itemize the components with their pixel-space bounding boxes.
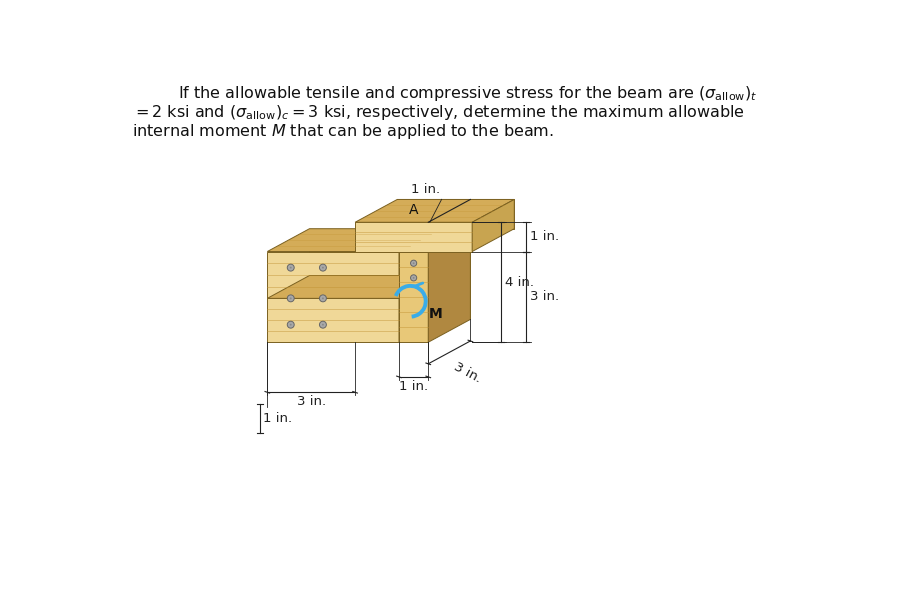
Circle shape (320, 295, 326, 302)
Text: 3 in.: 3 in. (452, 360, 484, 385)
Text: 1 in.: 1 in. (399, 380, 428, 393)
Polygon shape (399, 275, 441, 342)
Circle shape (289, 267, 291, 269)
Text: 4 in.: 4 in. (505, 276, 534, 288)
Circle shape (320, 321, 326, 328)
Circle shape (413, 277, 415, 279)
Circle shape (288, 295, 294, 302)
Circle shape (322, 267, 324, 269)
Polygon shape (399, 229, 470, 252)
Circle shape (289, 297, 291, 299)
Polygon shape (399, 229, 441, 298)
Text: 1 in.: 1 in. (530, 230, 559, 243)
Polygon shape (472, 200, 514, 252)
Text: internal moment $M$ that can be applied to the beam.: internal moment $M$ that can be applied … (131, 122, 553, 141)
Text: 1 in.: 1 in. (264, 412, 292, 425)
Text: 3 in.: 3 in. (530, 290, 559, 304)
Circle shape (413, 262, 415, 264)
Circle shape (320, 264, 326, 271)
Circle shape (288, 321, 294, 328)
Polygon shape (268, 252, 399, 298)
Circle shape (289, 324, 291, 326)
Polygon shape (310, 275, 441, 319)
Polygon shape (310, 229, 441, 275)
Text: 3 in.: 3 in. (297, 395, 326, 408)
Polygon shape (441, 229, 470, 319)
Polygon shape (397, 200, 514, 229)
Circle shape (411, 260, 416, 266)
Polygon shape (428, 229, 470, 342)
Text: $= 2$ ksi and $(\sigma_\mathregular{allow})_c = 3$ ksi, respectively, determine : $= 2$ ksi and $(\sigma_\mathregular{allo… (131, 103, 745, 122)
Polygon shape (399, 252, 428, 342)
Text: If the allowable tensile and compressive stress for the beam are $(\sigma_\mathr: If the allowable tensile and compressive… (179, 84, 758, 103)
Circle shape (322, 324, 324, 326)
Polygon shape (268, 275, 441, 298)
Polygon shape (355, 222, 472, 252)
Circle shape (411, 275, 416, 281)
Polygon shape (268, 298, 399, 342)
Text: 1 in.: 1 in. (411, 183, 440, 197)
Text: A: A (409, 203, 418, 218)
Circle shape (288, 264, 294, 271)
Text: M: M (429, 308, 443, 322)
Polygon shape (268, 229, 441, 252)
Polygon shape (355, 200, 514, 222)
Circle shape (322, 297, 324, 299)
